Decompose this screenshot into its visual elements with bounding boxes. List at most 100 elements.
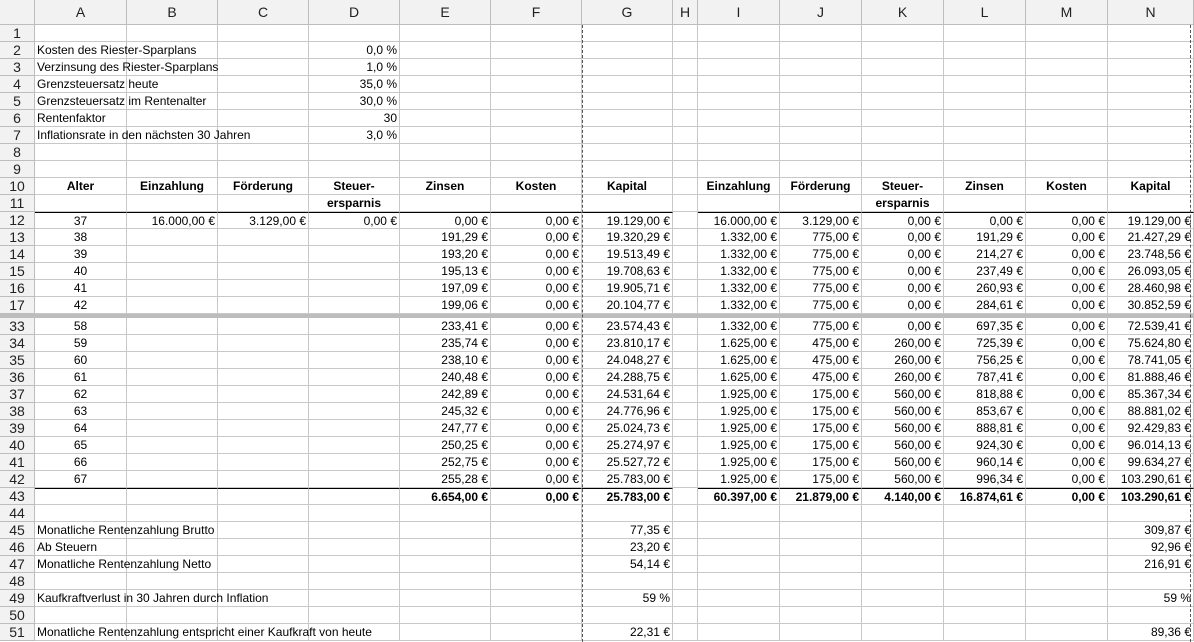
cell-b1[interactable] xyxy=(127,25,218,42)
cell-g5[interactable] xyxy=(582,93,673,110)
column-header-c[interactable]: C xyxy=(218,0,309,25)
cell-i35[interactable]: 1.625,00 € xyxy=(698,352,780,369)
cell-g46[interactable]: 23,20 € xyxy=(582,539,673,556)
cell-m35[interactable]: 0,00 € xyxy=(1026,352,1108,369)
cell-k13[interactable]: 0,00 € xyxy=(862,229,944,246)
cell-a17[interactable]: 42 xyxy=(35,297,127,314)
cell-j37[interactable]: 175,00 € xyxy=(780,386,862,403)
cell-h12[interactable] xyxy=(673,212,698,229)
cell-f48[interactable] xyxy=(491,573,582,590)
cell-a47[interactable]: Monatliche Rentenzahlung Netto xyxy=(35,556,211,573)
row-header[interactable]: 5 xyxy=(0,93,35,110)
column-header-j[interactable]: J xyxy=(780,0,862,25)
cell-n13[interactable]: 21.427,29 € xyxy=(1108,229,1194,246)
cell-d16[interactable] xyxy=(309,280,400,297)
column-header-e[interactable]: E xyxy=(400,0,491,25)
cell-i37[interactable]: 1.925,00 € xyxy=(698,386,780,403)
cell-b3[interactable] xyxy=(127,59,218,76)
row-header[interactable]: 45 xyxy=(0,522,35,539)
cell-f3[interactable] xyxy=(491,59,582,76)
cell-c34[interactable] xyxy=(218,335,309,352)
cell-f11[interactable] xyxy=(491,195,582,212)
cell-c14[interactable] xyxy=(218,246,309,263)
cell-h44[interactable] xyxy=(673,505,698,522)
cell-d15[interactable] xyxy=(309,263,400,280)
cell-e3[interactable] xyxy=(400,59,491,76)
cell-j3[interactable] xyxy=(780,59,862,76)
cell-i34[interactable]: 1.625,00 € xyxy=(698,335,780,352)
cell-e33[interactable]: 233,41 € xyxy=(400,318,491,335)
cell-a4[interactable]: Grenzsteuersatz heute xyxy=(35,76,158,93)
cell-i1[interactable] xyxy=(698,25,780,42)
cell-d11[interactable]: ersparnis xyxy=(309,195,400,212)
cell-h9[interactable] xyxy=(673,161,698,178)
cell-m38[interactable]: 0,00 € xyxy=(1026,403,1108,420)
cell-m13[interactable]: 0,00 € xyxy=(1026,229,1108,246)
cell-k9[interactable] xyxy=(862,161,944,178)
cell-l3[interactable] xyxy=(944,59,1026,76)
cell-l38[interactable]: 853,67 € xyxy=(944,403,1026,420)
cell-h5[interactable] xyxy=(673,93,698,110)
cell-i12[interactable]: 16.000,00 € xyxy=(698,212,780,229)
row-header[interactable]: 37 xyxy=(0,386,35,403)
row-header[interactable]: 47 xyxy=(0,556,35,573)
cell-n16[interactable]: 28.460,98 € xyxy=(1108,280,1194,297)
cell-j34[interactable]: 475,00 € xyxy=(780,335,862,352)
cell-k41[interactable]: 560,00 € xyxy=(862,454,944,471)
cell-n4[interactable] xyxy=(1108,76,1194,93)
row-header[interactable]: 36 xyxy=(0,369,35,386)
cell-c43[interactable] xyxy=(218,488,309,505)
cell-c46[interactable] xyxy=(218,539,309,556)
cell-l37[interactable]: 818,88 € xyxy=(944,386,1026,403)
cell-b35[interactable] xyxy=(127,352,218,369)
cell-m6[interactable] xyxy=(1026,110,1108,127)
row-header[interactable]: 49 xyxy=(0,590,35,607)
cell-j4[interactable] xyxy=(780,76,862,93)
cell-g14[interactable]: 19.513,49 € xyxy=(582,246,673,263)
cell-f49[interactable] xyxy=(491,590,582,607)
cell-h2[interactable] xyxy=(673,42,698,59)
cell-j2[interactable] xyxy=(780,42,862,59)
cell-d50[interactable] xyxy=(309,607,400,624)
cell-g7[interactable] xyxy=(582,127,673,144)
cell-g12[interactable]: 19.129,00 € xyxy=(582,212,673,229)
cell-e8[interactable] xyxy=(400,144,491,161)
cell-l17[interactable]: 284,61 € xyxy=(944,297,1026,314)
column-header-k[interactable]: K xyxy=(862,0,944,25)
cell-a37[interactable]: 62 xyxy=(35,386,127,403)
cell-a9[interactable] xyxy=(35,161,127,178)
cell-i44[interactable] xyxy=(698,505,780,522)
cell-a14[interactable]: 39 xyxy=(35,246,127,263)
cell-h46[interactable] xyxy=(673,539,698,556)
cell-a35[interactable]: 60 xyxy=(35,352,127,369)
cell-k44[interactable] xyxy=(862,505,944,522)
cell-h3[interactable] xyxy=(673,59,698,76)
cell-h42[interactable] xyxy=(673,471,698,488)
cell-h10[interactable] xyxy=(673,178,698,195)
cell-b42[interactable] xyxy=(127,471,218,488)
cell-j39[interactable]: 175,00 € xyxy=(780,420,862,437)
cell-f16[interactable]: 0,00 € xyxy=(491,280,582,297)
column-header-a[interactable]: A xyxy=(35,0,127,25)
cell-b51[interactable] xyxy=(127,624,218,641)
cell-k10[interactable]: Steuer- xyxy=(862,178,944,195)
cell-c5[interactable] xyxy=(218,93,309,110)
cell-d48[interactable] xyxy=(309,573,400,590)
cell-h43[interactable] xyxy=(673,488,698,505)
cell-e5[interactable] xyxy=(400,93,491,110)
cell-b2[interactable] xyxy=(127,42,218,59)
cell-j45[interactable] xyxy=(780,522,862,539)
cell-j17[interactable]: 775,00 € xyxy=(780,297,862,314)
cell-d46[interactable] xyxy=(309,539,400,556)
cell-k47[interactable] xyxy=(862,556,944,573)
cell-c51[interactable] xyxy=(218,624,309,641)
cell-i14[interactable]: 1.332,00 € xyxy=(698,246,780,263)
cell-l36[interactable]: 787,41 € xyxy=(944,369,1026,386)
cell-n49[interactable]: 59 % xyxy=(1108,590,1194,607)
cell-i17[interactable]: 1.332,00 € xyxy=(698,297,780,314)
cell-i5[interactable] xyxy=(698,93,780,110)
row-header[interactable]: 8 xyxy=(0,144,35,161)
cell-m37[interactable]: 0,00 € xyxy=(1026,386,1108,403)
cell-b4[interactable] xyxy=(127,76,218,93)
